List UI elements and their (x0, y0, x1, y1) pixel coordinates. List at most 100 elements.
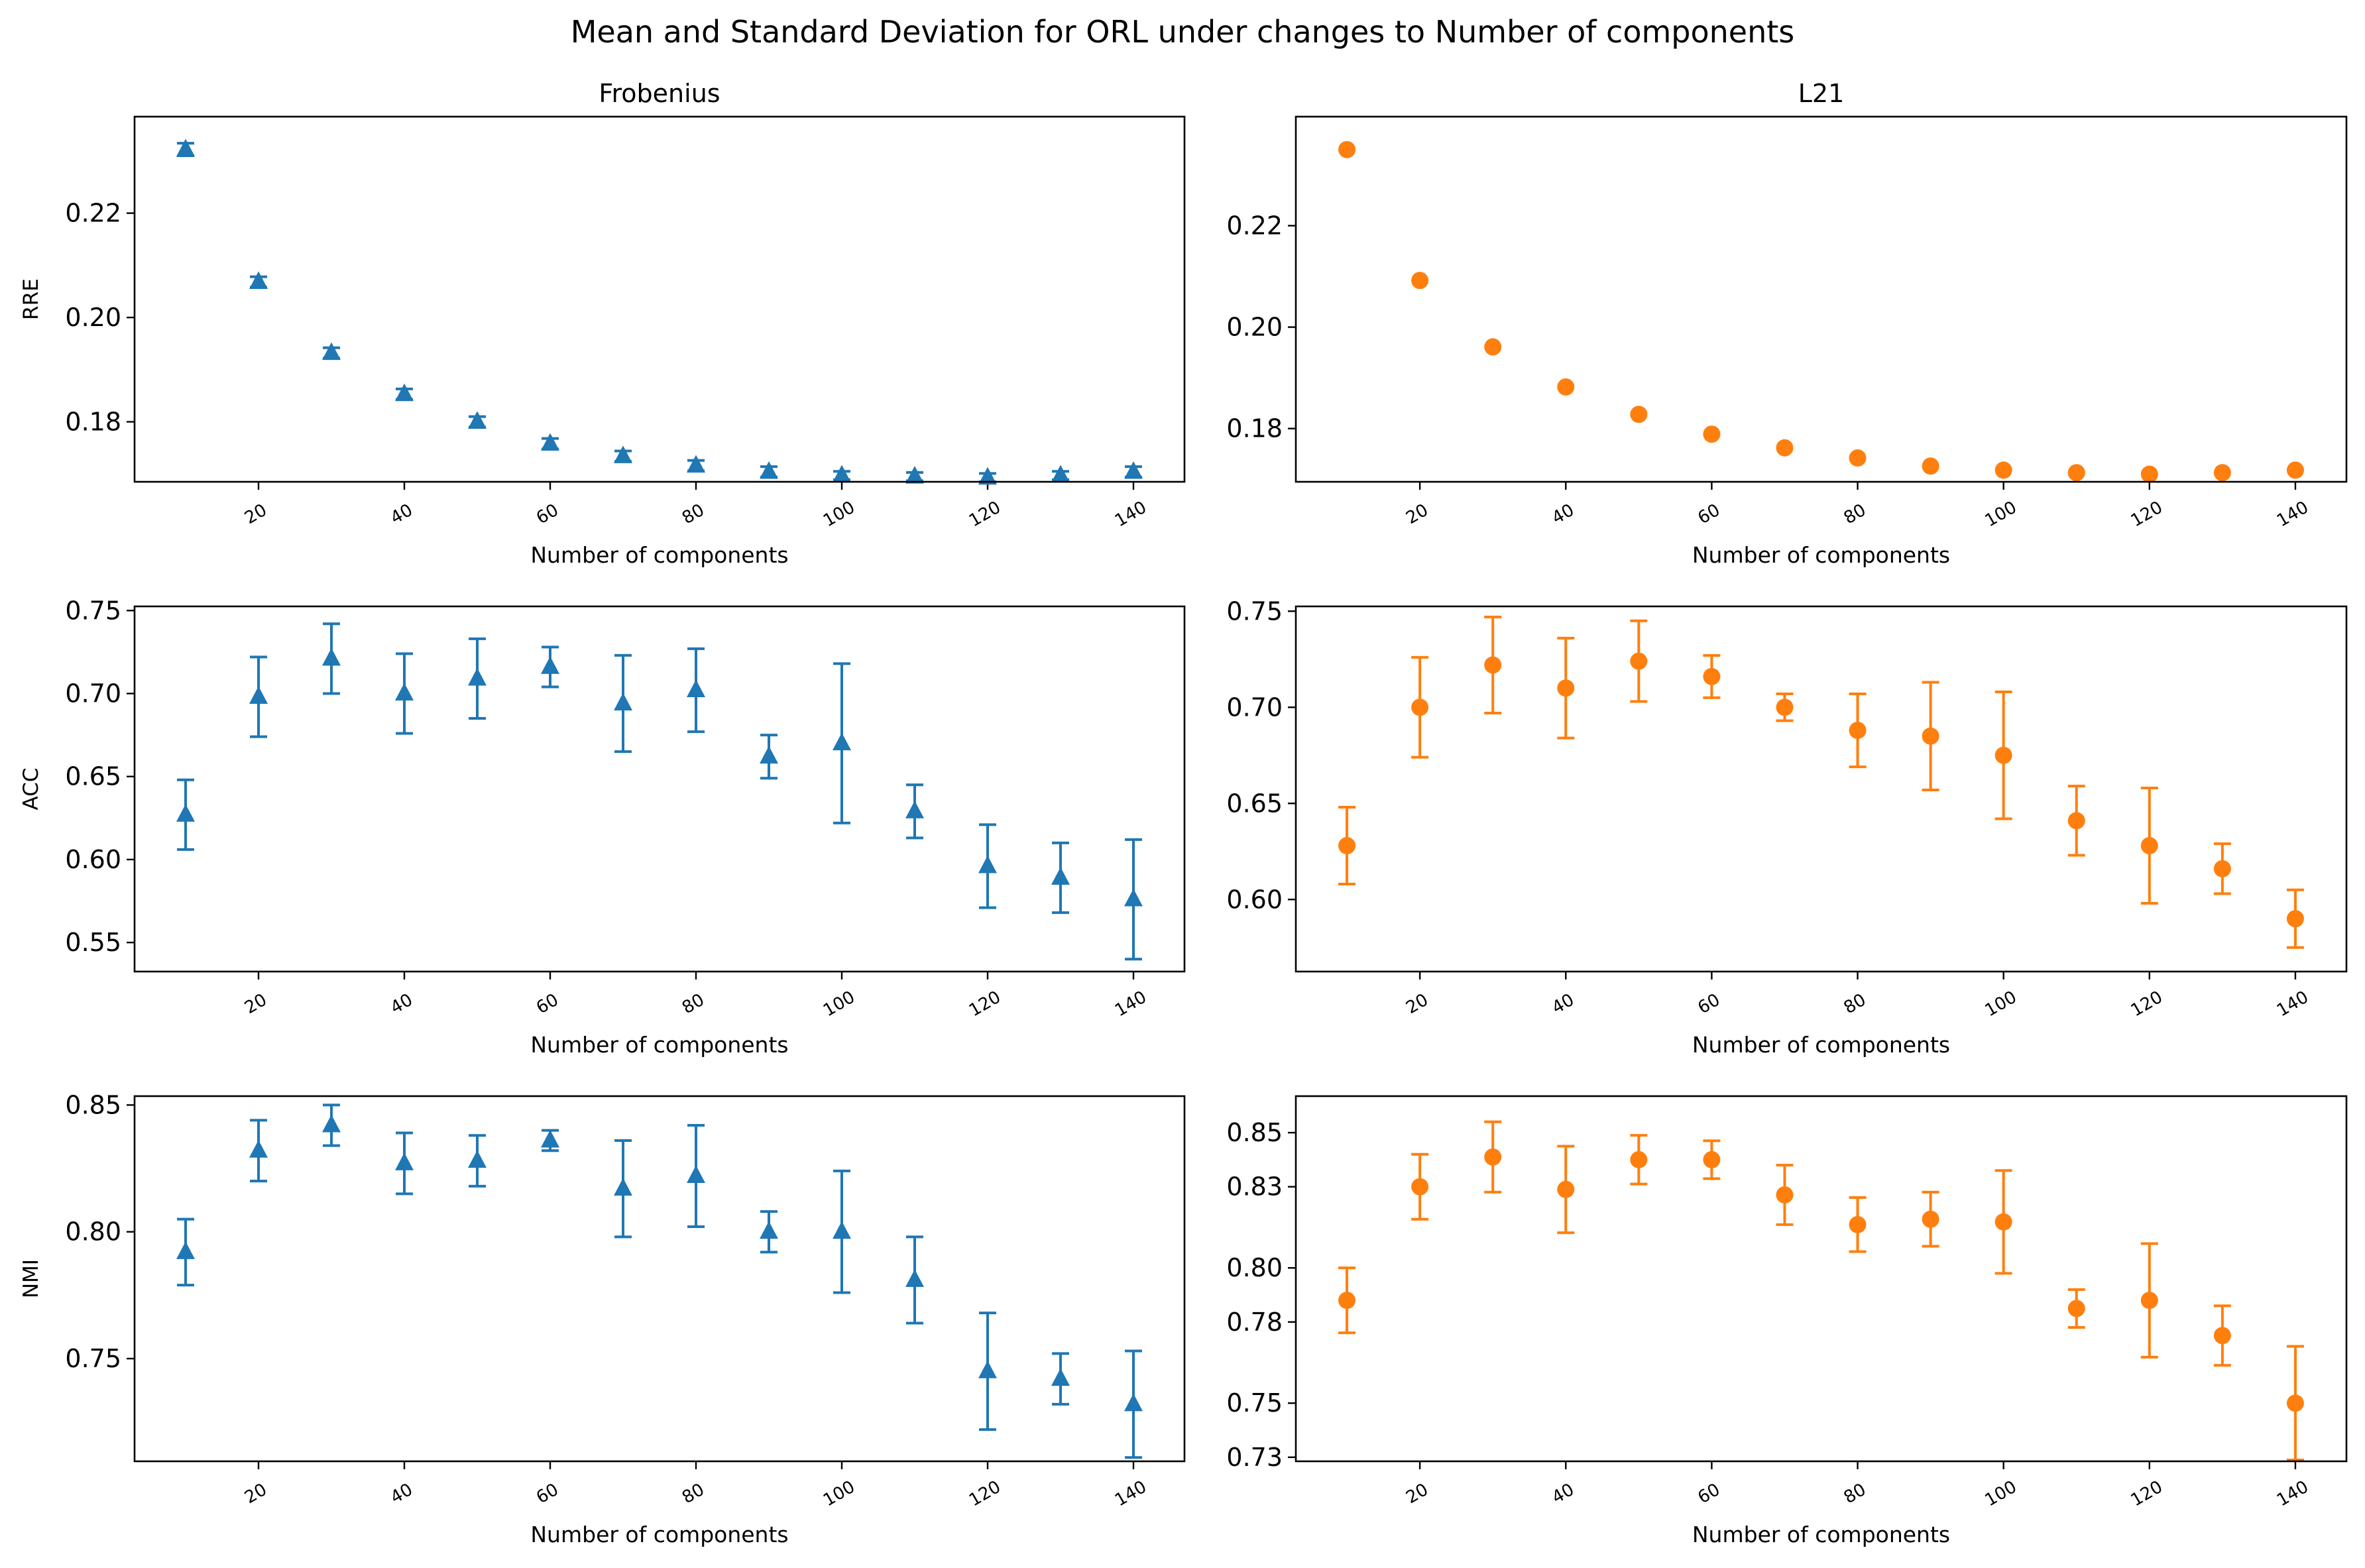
data-point (1703, 1150, 1721, 1168)
data-point (2140, 465, 2158, 483)
axes-frame (1295, 115, 2348, 483)
data-point (1994, 461, 2012, 479)
data-point (249, 1140, 268, 1158)
axes-frame (1295, 1095, 2348, 1463)
data-point (2286, 910, 2304, 928)
data-point (1051, 1368, 1070, 1386)
data-point (468, 411, 487, 429)
data-point (687, 455, 705, 473)
data-point (1557, 1180, 1575, 1198)
data-point (1703, 667, 1721, 685)
data-point (1994, 746, 2012, 764)
data-point (541, 656, 559, 674)
data-point (1338, 140, 1356, 158)
y-tick-label: 0.65 (1226, 789, 1283, 818)
y-axis-label: ACC (19, 768, 43, 811)
data-point (1776, 439, 1794, 457)
y-tick-label: 0.22 (65, 199, 121, 228)
data-point (1922, 457, 1939, 475)
data-point (1124, 461, 1143, 479)
axes-frame (133, 1095, 1186, 1463)
data-point (1849, 449, 1867, 467)
x-axis-label: Number of components (530, 1522, 788, 1547)
data-point (322, 342, 341, 361)
data-point (2213, 464, 2231, 482)
y-tick-label: 0.18 (65, 407, 121, 436)
data-point (1849, 1215, 1867, 1233)
y-tick-label: 0.60 (65, 845, 121, 874)
data-point (1922, 727, 1939, 745)
data-point (395, 383, 414, 402)
x-axis-label: Number of components (1692, 1522, 1950, 1547)
data-point (541, 433, 559, 451)
y-tick-label: 0.60 (1226, 885, 1283, 914)
data-point (2213, 1327, 2231, 1345)
data-point (833, 732, 851, 751)
data-point (1051, 465, 1070, 483)
data-point (760, 461, 778, 479)
data-point (614, 693, 632, 711)
data-point (978, 467, 997, 485)
data-point (1776, 1186, 1794, 1204)
data-point (468, 667, 487, 686)
y-tick-label: 0.85 (65, 1090, 121, 1119)
data-point (905, 801, 924, 818)
axes-frame (133, 115, 1186, 483)
data-point (1338, 837, 1356, 855)
data-point (905, 1269, 924, 1287)
data-point (687, 1165, 705, 1184)
data-point (1776, 699, 1794, 716)
data-point (1484, 656, 1502, 674)
data-point (2286, 1394, 2304, 1412)
axes-frame (133, 605, 1186, 973)
data-point (1411, 1178, 1429, 1196)
data-point (249, 271, 268, 290)
data-point (322, 647, 341, 666)
y-tick-label: 0.18 (1226, 414, 1283, 443)
data-point (395, 683, 414, 700)
data-point (1849, 722, 1867, 740)
y-tick-label: 0.20 (1226, 313, 1283, 342)
axes-frame (1295, 605, 2348, 973)
x-axis-label: Number of components (1692, 542, 1950, 568)
data-point (176, 139, 195, 157)
data-point (176, 1241, 195, 1259)
data-point (468, 1150, 487, 1168)
data-point (2067, 464, 2085, 482)
y-tick-label: 0.75 (1226, 596, 1283, 626)
y-axis-label: RRE (19, 278, 43, 320)
data-point (2067, 1300, 2085, 1317)
data-point (1630, 406, 1648, 423)
data-point (541, 1129, 559, 1148)
data-point (1411, 272, 1429, 290)
y-tick-label: 0.65 (65, 762, 121, 791)
y-tick-label: 0.75 (65, 596, 121, 625)
y-tick-label: 0.85 (1226, 1118, 1283, 1147)
data-point (249, 686, 268, 704)
data-point (176, 804, 195, 822)
data-point (687, 679, 705, 697)
data-point (2140, 1292, 2158, 1310)
data-point (760, 746, 778, 764)
y-tick-label: 0.78 (1226, 1308, 1283, 1337)
y-tick-label: 0.22 (1226, 211, 1283, 241)
data-point (2140, 837, 2158, 855)
data-point (978, 855, 997, 873)
data-point (1411, 699, 1429, 716)
figure-title: Mean and Standard Deviation for ORL unde… (571, 14, 1795, 50)
data-point (614, 445, 632, 463)
data-point (1922, 1210, 1939, 1228)
y-tick-label: 0.55 (65, 928, 121, 957)
data-point (905, 466, 924, 484)
y-tick-label: 0.75 (65, 1344, 121, 1373)
subplot-title: Frobenius (599, 79, 720, 108)
data-point (1124, 1393, 1143, 1412)
x-axis-label: Number of components (1692, 1032, 1950, 1058)
data-point (1630, 652, 1648, 670)
data-point (978, 1361, 997, 1378)
data-point (760, 1221, 778, 1239)
